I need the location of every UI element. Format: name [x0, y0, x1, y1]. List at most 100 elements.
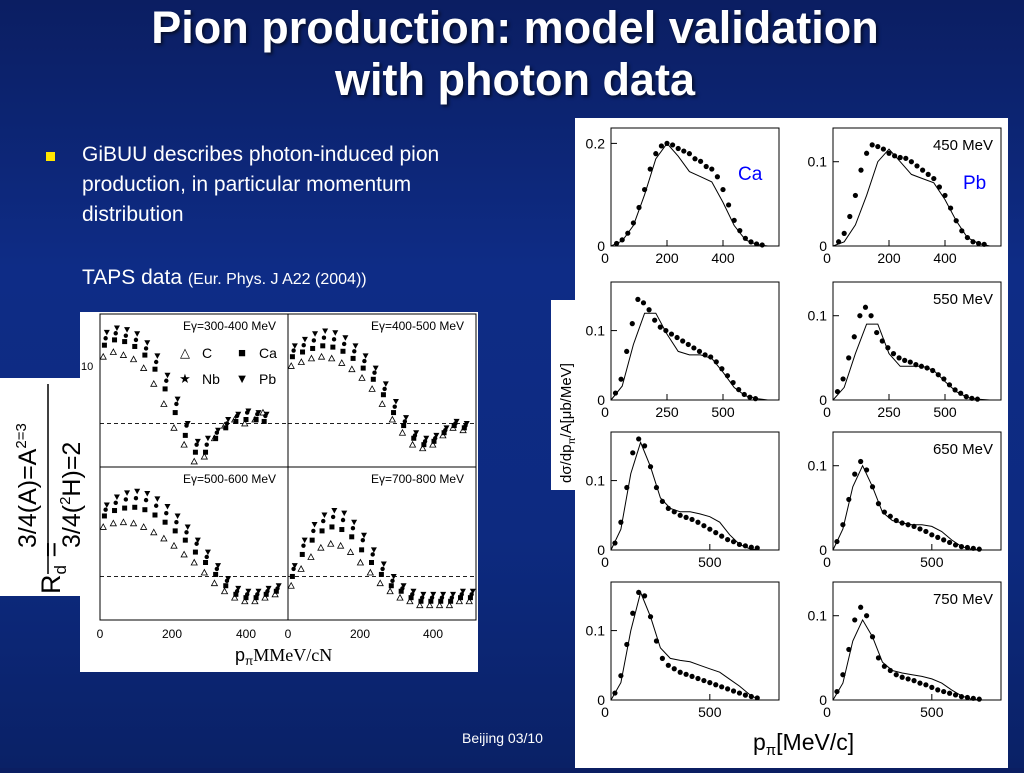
data-point-pb: [332, 330, 339, 336]
data-point-c: [180, 440, 188, 448]
data-point: [668, 331, 675, 337]
data-point-ca: [391, 410, 397, 416]
energy-label: 550 MeV: [933, 291, 993, 308]
data-point-nb: [143, 497, 149, 503]
data-point: [640, 300, 647, 306]
data-point-pb: [430, 591, 437, 598]
data-point: [612, 690, 618, 696]
y-tick-label: 0.2: [586, 135, 606, 151]
data-point: [671, 666, 677, 672]
data-point: [858, 167, 864, 173]
x-tick-label: 0: [601, 404, 609, 420]
data-point: [698, 158, 704, 164]
data-point: [707, 680, 713, 686]
x-tick-label: 0: [601, 704, 609, 720]
data-point: [929, 532, 935, 538]
data-point-pb: [174, 513, 181, 519]
data-point: [899, 674, 905, 680]
data-point: [702, 352, 708, 358]
data-point: [686, 151, 692, 157]
data-point-ca: [448, 598, 454, 604]
data-point: [754, 695, 760, 701]
data-point-ca: [132, 343, 138, 349]
data-point-c: [327, 354, 336, 362]
data-point: [879, 338, 885, 344]
y-tick-label: 0: [819, 692, 827, 708]
data-point: [725, 686, 731, 692]
data-point: [930, 367, 936, 374]
data-point-pb: [184, 420, 191, 427]
data-point-pb: [331, 508, 338, 514]
data-point: [714, 174, 720, 180]
panel-frame: [832, 581, 1002, 701]
data-point-c: [109, 519, 118, 527]
data-point: [642, 593, 648, 599]
data-point: [851, 334, 857, 340]
data-point-ca: [299, 551, 305, 557]
data-point: [963, 394, 969, 400]
rd-formula-box: Rd = 3/4(A)=A2=3 3/4(2H)=2: [0, 378, 90, 596]
model-curve: [610, 142, 768, 247]
data-point: [936, 184, 942, 190]
data-point-c: [445, 601, 454, 609]
data-point: [836, 239, 842, 245]
model-curve: [832, 464, 982, 551]
legend-marker-c: △: [180, 345, 190, 360]
x-tick-label: 0: [601, 250, 609, 266]
data-point-pb: [154, 353, 161, 359]
taps-label: TAPS data: [82, 266, 182, 289]
data-point: [665, 505, 671, 511]
data-point-nb: [184, 530, 189, 535]
taps-legend: △ C ■ Ca ★ Nb ▼ Pb: [179, 345, 277, 387]
data-point-nb: [321, 518, 326, 524]
data-point-pb: [124, 327, 131, 333]
data-point-c: [416, 601, 424, 609]
data-point-pb: [450, 591, 457, 598]
data-point: [899, 520, 905, 526]
data-point-ca: [213, 435, 219, 441]
slide-title: Pion production: model validation with p…: [40, 2, 990, 106]
panel-frame: [610, 431, 780, 551]
data-point: [624, 484, 630, 491]
data-point: [834, 388, 841, 395]
x-tick-label: 250: [877, 404, 901, 420]
data-point: [911, 523, 917, 529]
title-line-1: Pion production: model validation: [151, 2, 879, 53]
data-point: [834, 688, 840, 695]
panel-frame: [99, 466, 289, 621]
data-point-c: [200, 452, 209, 460]
data-point: [935, 534, 941, 540]
data-point-c: [139, 523, 148, 530]
data-point-ca: [359, 547, 365, 553]
data-point-nb: [133, 495, 139, 501]
data-point-ca: [380, 392, 386, 398]
data-point-pb: [194, 438, 201, 445]
left-x-tick: 400: [423, 627, 443, 641]
panel-frame: [610, 127, 780, 247]
left-x-tick: 200: [350, 627, 370, 641]
data-point: [840, 672, 846, 678]
data-point: [635, 296, 641, 302]
data-point: [719, 533, 725, 539]
data-point-c: [398, 428, 407, 436]
data-point: [887, 667, 893, 674]
data-point-ca: [101, 342, 107, 348]
data-point-pb: [380, 561, 387, 568]
model-curve: [832, 618, 982, 701]
right-y-axis-label: dσ/dpπ/A[μb/MeV]: [558, 363, 578, 483]
data-point: [918, 363, 925, 369]
energy-label: 750 MeV: [933, 591, 993, 608]
data-point: [964, 234, 970, 241]
left-x-tick: 0: [97, 627, 104, 641]
data-point: [677, 512, 683, 518]
data-point-nb: [224, 421, 230, 426]
data-point: [630, 450, 636, 456]
data-point: [618, 376, 624, 382]
validation-panel: 0 0.1 500 0 750 MeV: [808, 581, 1002, 720]
data-point: [947, 690, 953, 696]
data-point: [663, 327, 669, 334]
data-point-nb: [301, 543, 306, 548]
data-point-pb: [225, 576, 232, 582]
data-point-c: [129, 519, 138, 527]
data-point-ca: [253, 417, 259, 423]
